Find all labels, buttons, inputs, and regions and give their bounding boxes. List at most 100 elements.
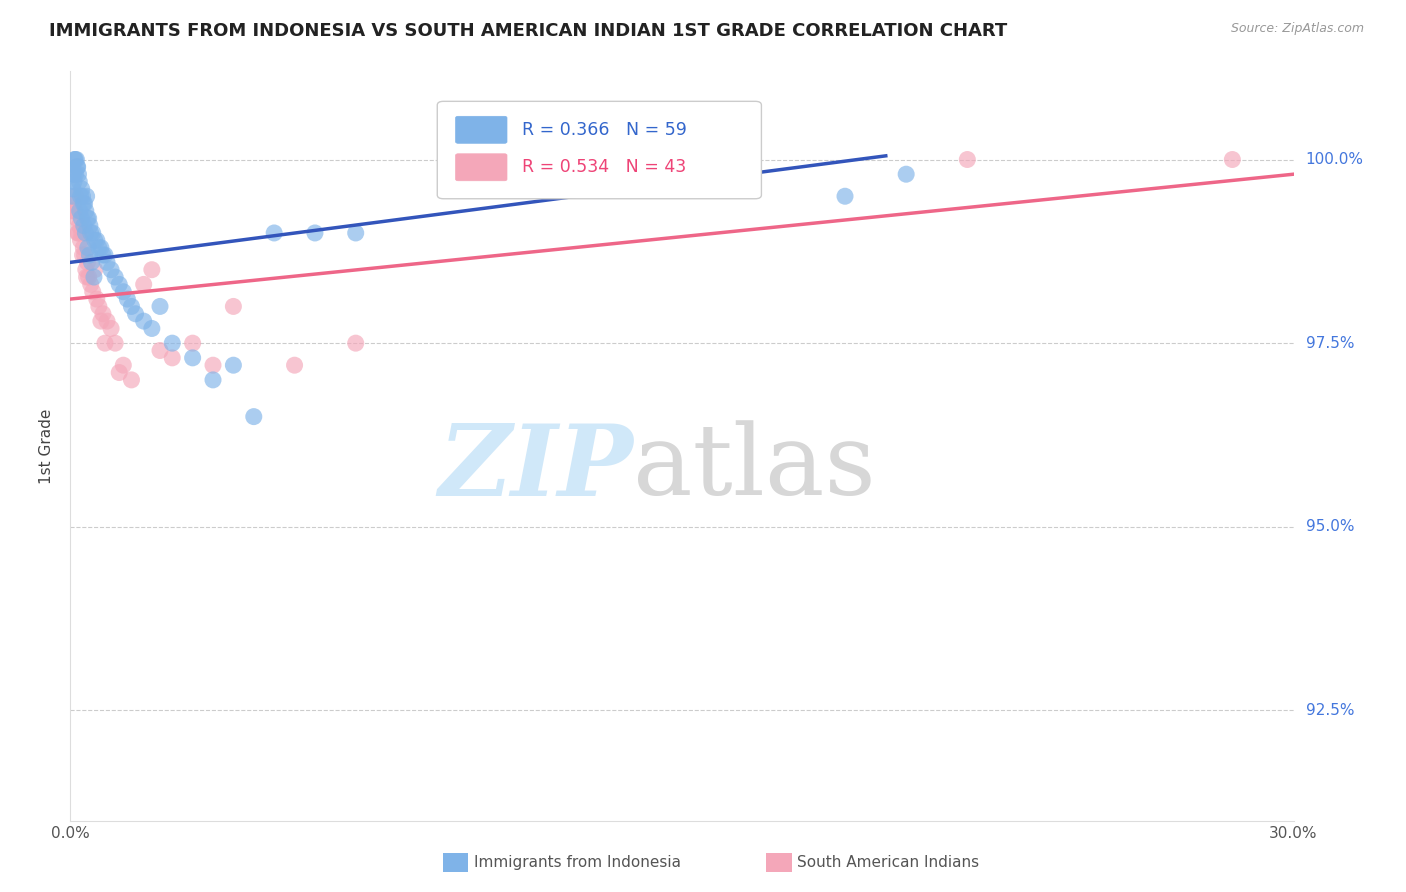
Text: 100.0%: 100.0% [1306,152,1364,167]
Point [121,373,143,387]
Text: Source: ZipAtlas.com: Source: ZipAtlas.com [1230,22,1364,36]
Point [83,233,105,247]
Point [96,314,118,328]
Point [83,262,105,277]
Point [73,219,96,233]
Text: 97.5%: 97.5% [1306,335,1354,351]
FancyBboxPatch shape [456,116,508,144]
Point [79,219,101,233]
Point [86,233,108,247]
Point [72,189,94,203]
Point [60,189,83,203]
Point [834,189,856,203]
Text: 92.5%: 92.5% [1306,703,1354,718]
Point [100,262,122,277]
Point [243,409,266,424]
Point [94,248,117,262]
Point [162,336,183,351]
Point [162,351,183,365]
Text: 95.0%: 95.0% [1306,519,1354,534]
Point [76,211,98,226]
Point [66,160,89,174]
Point [66,226,89,240]
Point [104,270,127,285]
Point [70,182,93,196]
Point [181,351,204,365]
Point [202,358,225,372]
Point [141,262,163,277]
Text: IMMIGRANTS FROM INDONESIA VS SOUTH AMERICAN INDIAN 1ST GRADE CORRELATION CHART: IMMIGRANTS FROM INDONESIA VS SOUTH AMERI… [49,22,1008,40]
Point [73,196,96,211]
Point [467,153,489,167]
Point [72,248,94,262]
Point [181,336,204,351]
Point [76,270,98,285]
Point [67,226,90,240]
Point [63,189,86,203]
Point [87,300,110,314]
Point [76,189,98,203]
Point [82,226,104,240]
Point [304,226,326,240]
Point [72,196,94,211]
Point [76,241,98,255]
Point [112,358,135,372]
Point [956,153,979,167]
Point [77,211,100,226]
Point [79,248,101,262]
Point [149,300,172,314]
Point [90,314,112,328]
Point [63,153,86,167]
Point [79,277,103,292]
Point [77,270,100,285]
Point [108,277,131,292]
Point [62,196,84,211]
Point [132,314,155,328]
Point [62,182,84,196]
Point [60,203,83,218]
Point [75,203,97,218]
Point [108,366,131,380]
Point [83,270,105,285]
Point [894,167,917,181]
Point [1220,153,1243,167]
Point [112,285,135,299]
Point [104,336,127,351]
Point [100,321,122,335]
Point [67,175,90,189]
FancyBboxPatch shape [456,153,508,181]
Point [80,255,103,269]
Point [91,248,114,262]
Point [124,307,146,321]
Point [284,358,307,372]
Text: ZIP: ZIP [439,420,633,516]
Y-axis label: 1st Grade: 1st Grade [39,409,55,483]
Point [63,153,86,167]
Point [63,203,86,218]
Point [70,226,93,240]
FancyBboxPatch shape [437,102,762,199]
Text: R = 0.534   N = 43: R = 0.534 N = 43 [522,158,686,177]
Point [202,373,225,387]
Point [149,343,172,358]
Point [86,292,108,306]
Point [73,248,96,262]
Point [222,358,245,372]
Point [96,255,118,269]
Point [69,189,91,203]
Point [65,167,87,181]
Point [75,262,97,277]
Point [141,321,163,335]
Point [67,167,90,181]
Point [76,255,98,269]
Point [63,175,86,189]
Point [66,160,89,174]
Point [132,277,155,292]
Point [69,233,91,247]
Point [67,219,90,233]
Point [87,241,110,255]
Point [62,167,84,181]
Point [263,226,285,240]
Point [344,226,367,240]
Point [72,241,94,255]
